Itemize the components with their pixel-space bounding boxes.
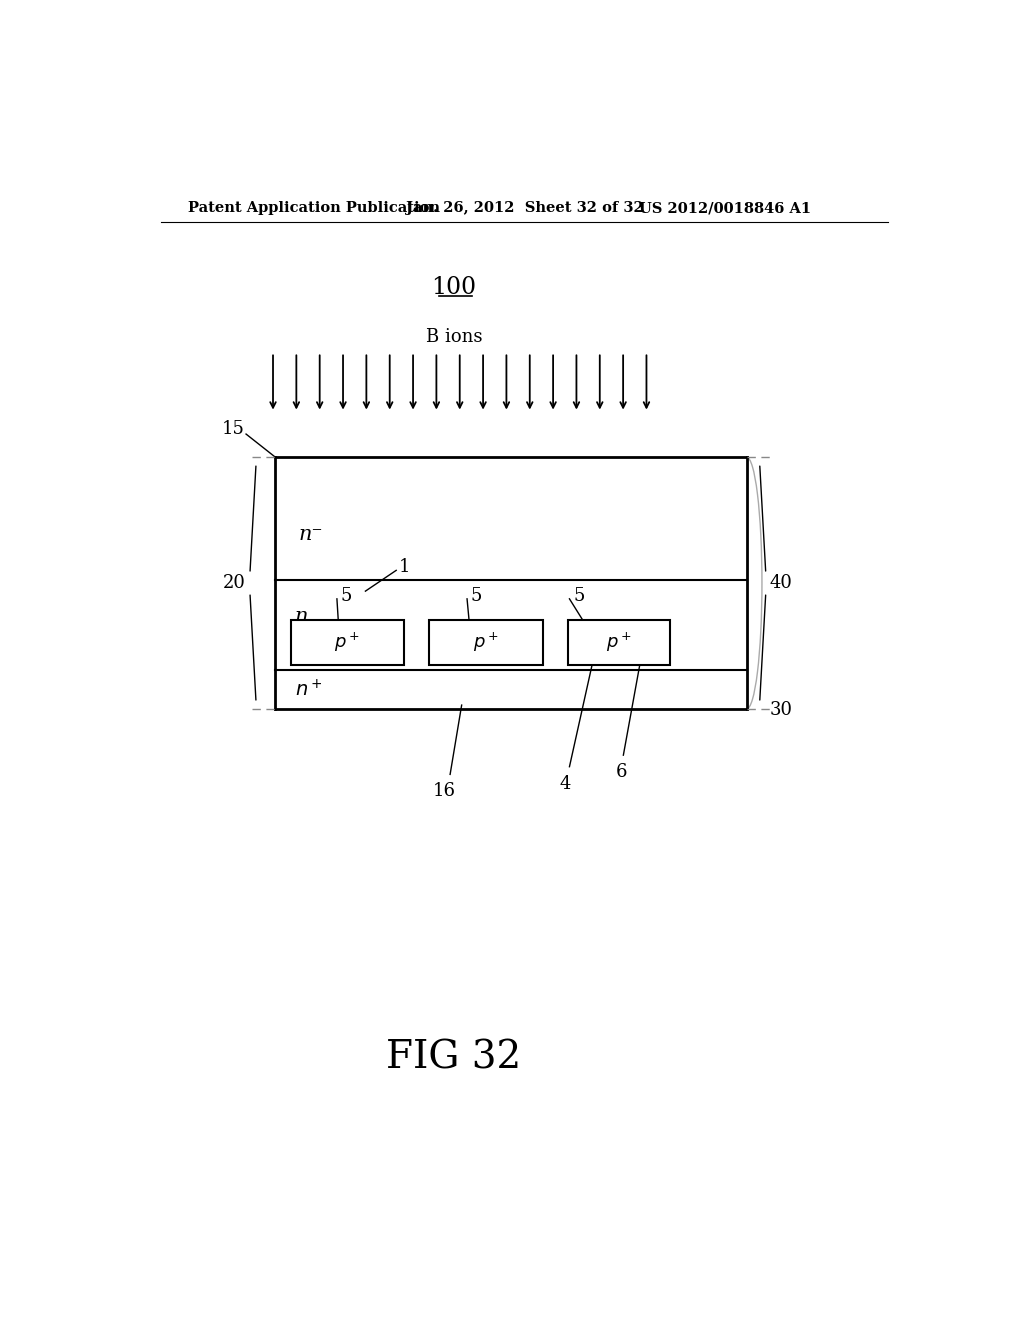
Bar <box>568 620 670 665</box>
Bar <box>291 620 403 665</box>
Text: 16: 16 <box>432 783 456 800</box>
Text: n⁻: n⁻ <box>298 524 323 544</box>
Text: 5: 5 <box>573 587 585 605</box>
Text: B ions: B ions <box>426 329 482 346</box>
Text: Jan. 26, 2012  Sheet 32 of 32: Jan. 26, 2012 Sheet 32 of 32 <box>407 202 644 215</box>
Text: $p^+$: $p^+$ <box>473 631 499 655</box>
Text: US 2012/0018846 A1: US 2012/0018846 A1 <box>639 202 811 215</box>
Text: $n^+$: $n^+$ <box>295 678 323 701</box>
Text: 5: 5 <box>471 587 482 605</box>
Text: 100: 100 <box>431 276 476 300</box>
Text: 4: 4 <box>560 775 571 792</box>
Text: FIG 32: FIG 32 <box>386 1039 521 1076</box>
Text: n: n <box>295 607 308 626</box>
Text: $p^+$: $p^+$ <box>606 631 632 655</box>
Text: 5: 5 <box>341 587 352 605</box>
Text: 40: 40 <box>770 574 793 593</box>
Text: $p^+$: $p^+$ <box>334 631 360 655</box>
Bar <box>429 620 543 665</box>
Text: 30: 30 <box>770 701 793 719</box>
Text: 6: 6 <box>616 763 628 781</box>
Text: Patent Application Publication: Patent Application Publication <box>188 202 440 215</box>
Text: 1: 1 <box>398 557 410 576</box>
Text: 20: 20 <box>223 574 246 593</box>
Text: 15: 15 <box>221 421 245 438</box>
